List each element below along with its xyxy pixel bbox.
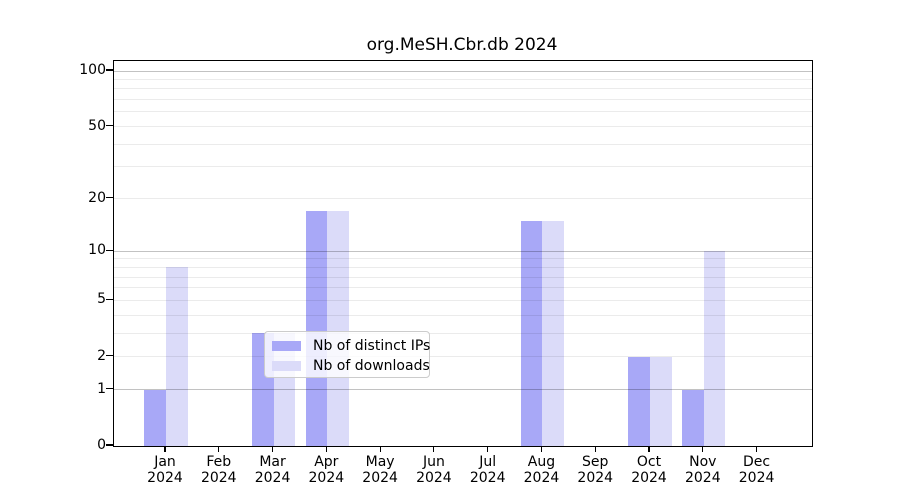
y-tick-mark-5 — [106, 298, 113, 300]
legend-swatch-distinct-ips — [272, 341, 301, 351]
x-tick-label-dec: Dec 2024 — [729, 454, 785, 486]
gridline-minor-40 — [114, 143, 812, 145]
x-tick-label-apr: Apr 2024 — [298, 454, 354, 486]
chart-title: org.MeSH.Cbr.db 2024 — [366, 35, 558, 55]
bar-distinct-ips-oct — [628, 356, 650, 446]
legend-item-downloads: Nb of downloads — [272, 356, 430, 376]
x-tick-mark-oct — [648, 446, 650, 452]
x-tick-label-mar: Mar 2024 — [245, 454, 301, 486]
x-tick-label-oct: Oct 2024 — [621, 454, 677, 486]
x-tick-mark-aug — [540, 446, 543, 452]
legend-item-distinct-ips: Nb of distinct IPs — [272, 336, 431, 356]
x-tick-year: 2024 — [308, 470, 345, 486]
y-tick-label-20: 20 — [88, 189, 106, 206]
y-tick-mark-1 — [106, 388, 113, 390]
gridline-minor-70 — [114, 99, 812, 101]
gridline-minor-60 — [114, 111, 812, 113]
x-tick-mark-nov — [702, 446, 704, 452]
y-tick-label-5: 5 — [97, 291, 106, 308]
y-tick-mark-10 — [106, 249, 113, 251]
bar-distinct-ips-nov — [682, 389, 704, 446]
plot-area — [113, 60, 813, 447]
bar-distinct-ips-apr — [305, 211, 328, 446]
x-tick-month: May — [365, 454, 395, 470]
x-tick-month: Jul — [479, 454, 497, 470]
x-tick-month: Jan — [154, 454, 176, 470]
gridline-minor-80 — [114, 88, 812, 90]
x-tick-label-nov: Nov 2024 — [675, 454, 731, 486]
y-tick-mark-0 — [106, 444, 113, 446]
x-tick-year: 2024 — [684, 470, 721, 486]
x-tick-year: 2024 — [362, 470, 398, 486]
x-tick-mark-mar — [271, 446, 274, 452]
x-tick-label-feb: Feb 2024 — [191, 454, 247, 486]
bar-distinct-ips-jan — [144, 389, 166, 446]
x-tick-year: 2024 — [631, 470, 667, 486]
legend-label-distinct-ips: Nb of distinct IPs — [313, 338, 431, 354]
y-tick-label-2: 2 — [97, 347, 106, 364]
gridline-major-100 — [114, 70, 812, 72]
legend-swatch-downloads — [272, 361, 301, 371]
legend: Nb of distinct IPs Nb of downloads — [264, 331, 430, 378]
x-tick-mark-jun — [433, 446, 435, 452]
x-tick-label-sep: Sep 2024 — [567, 454, 623, 486]
x-tick-month: Mar — [259, 454, 286, 470]
x-tick-month: Jun — [422, 454, 445, 470]
bar-downloads-nov — [703, 251, 726, 446]
x-tick-mark-sep — [594, 446, 596, 452]
x-tick-mark-dec — [755, 446, 758, 452]
x-tick-mark-jan — [164, 446, 166, 452]
bar-downloads-oct — [650, 356, 672, 446]
x-tick-year: 2024 — [200, 470, 237, 486]
x-tick-mark-feb — [218, 446, 220, 452]
x-tick-mark-may — [379, 446, 381, 452]
gridline-minor-20 — [114, 198, 812, 200]
x-tick-month: Apr — [314, 454, 339, 470]
bar-downloads-aug — [542, 220, 565, 446]
x-tick-label-aug: Aug 2024 — [513, 454, 569, 486]
bar-distinct-ips-aug — [520, 220, 543, 446]
bar-downloads-apr — [327, 211, 350, 446]
y-tick-label-0: 0 — [97, 437, 106, 453]
y-tick-label-50: 50 — [88, 117, 106, 134]
x-tick-year: 2024 — [577, 470, 614, 486]
x-tick-label-jan: Jan 2024 — [137, 454, 193, 486]
x-tick-mark-apr — [325, 446, 327, 452]
x-tick-month: Oct — [636, 454, 662, 470]
bar-downloads-jan — [166, 267, 188, 446]
y-tick-mark-20 — [106, 197, 113, 199]
x-tick-year: 2024 — [254, 470, 291, 486]
x-tick-label-may: May 2024 — [352, 454, 408, 486]
gridline-minor-30 — [114, 166, 812, 168]
x-tick-year: 2024 — [523, 470, 560, 486]
gridline-minor-50 — [114, 126, 812, 128]
x-tick-month: Aug — [527, 454, 556, 470]
x-tick-month: Sep — [582, 454, 609, 470]
x-tick-year: 2024 — [147, 470, 183, 486]
x-tick-mark-jul — [487, 446, 489, 452]
gridline-minor-90 — [114, 78, 812, 80]
x-tick-year: 2024 — [469, 470, 506, 486]
legend-label-downloads: Nb of downloads — [313, 358, 430, 374]
y-tick-label-10: 10 — [88, 242, 106, 259]
y-tick-mark-50 — [106, 124, 113, 127]
y-tick-label-1: 1 — [97, 380, 106, 397]
y-tick-label-100: 100 — [79, 62, 106, 78]
y-tick-mark-100 — [106, 69, 113, 71]
x-tick-label-jul: Jul 2024 — [460, 454, 516, 486]
x-tick-month: Feb — [206, 454, 232, 470]
x-tick-month: Dec — [743, 454, 771, 470]
x-tick-year: 2024 — [416, 470, 452, 486]
x-tick-month: Nov — [689, 454, 717, 470]
x-tick-year: 2024 — [738, 470, 775, 486]
y-tick-mark-2 — [106, 355, 113, 357]
x-tick-label-jun: Jun 2024 — [406, 454, 462, 486]
